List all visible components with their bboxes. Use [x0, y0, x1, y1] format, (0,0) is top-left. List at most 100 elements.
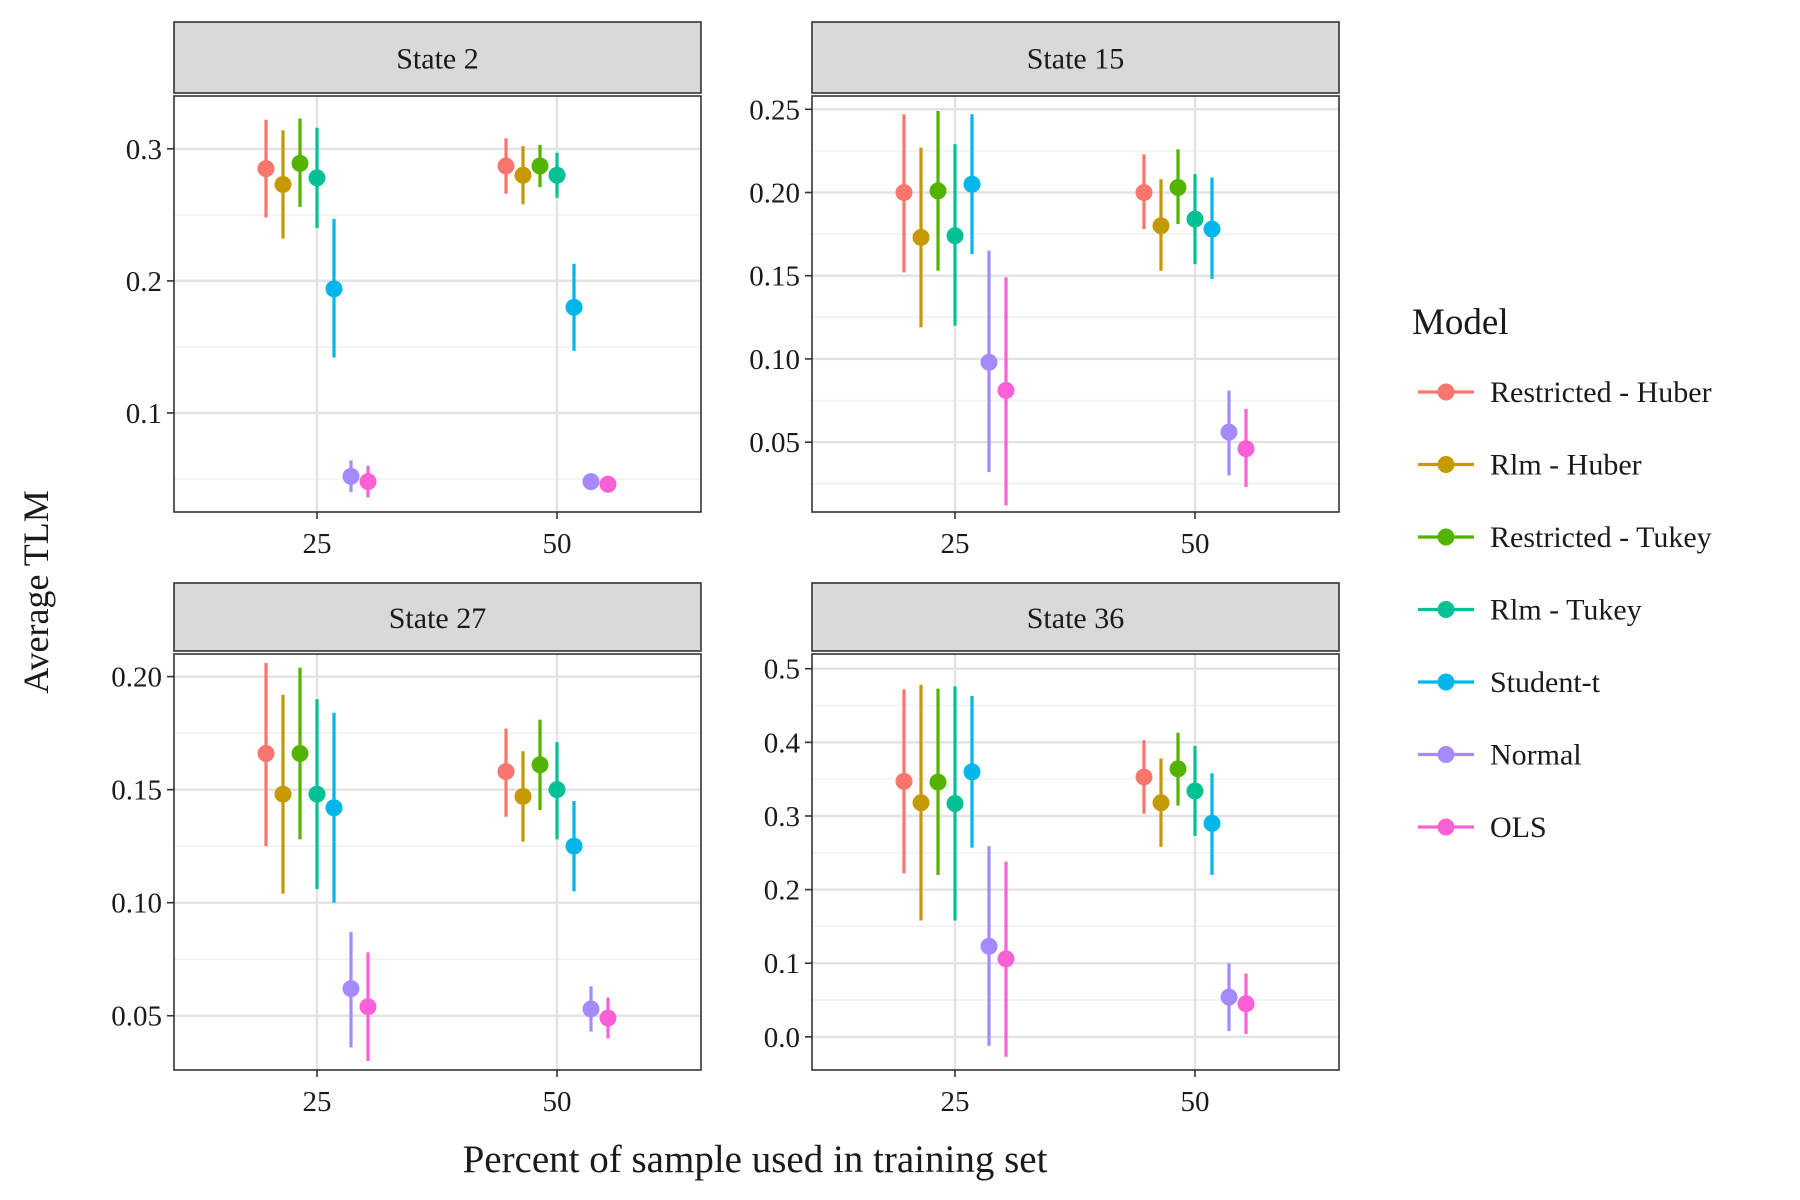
facet-strip-label: State 27	[389, 602, 487, 635]
data-point	[895, 772, 913, 790]
legend-key-point	[1437, 601, 1455, 618]
panel-border	[811, 653, 1340, 1071]
data-point	[342, 980, 360, 998]
data-point	[531, 157, 549, 175]
legend-key-point	[1437, 456, 1455, 473]
y-tick-label: 0.20	[749, 178, 800, 210]
x-tick-label: 25	[303, 1086, 332, 1118]
legend-label: Restricted - Tukey	[1490, 521, 1712, 554]
data-point	[946, 794, 964, 812]
facet-strip	[811, 582, 1340, 652]
x-tick-label: 50	[543, 528, 572, 560]
legend-key-point	[1437, 528, 1455, 546]
facet-strip-label: State 36	[1027, 602, 1125, 635]
x-tick-label: 50	[1181, 528, 1210, 560]
data-point	[325, 799, 343, 817]
x-tick-label: 50	[543, 1086, 572, 1118]
data-point	[1152, 794, 1170, 812]
legend-label: Restricted - Huber	[1490, 376, 1712, 409]
data-point	[895, 184, 913, 202]
panel-border	[173, 95, 702, 513]
legend-item: Restricted - Huber	[1418, 376, 1712, 409]
y-tick-label: 0.2	[126, 266, 162, 298]
legend-title: Model	[1412, 302, 1509, 343]
y-tick-label: 0.4	[764, 727, 801, 759]
data-point	[359, 998, 377, 1016]
legend-item: Student-t	[1418, 666, 1601, 699]
y-tick-label: 0.10	[749, 344, 800, 376]
data-point	[980, 937, 998, 955]
y-tick-label: 0.15	[749, 261, 800, 293]
x-tick-label: 25	[941, 1086, 970, 1118]
data-point	[912, 794, 930, 812]
data-point	[1186, 782, 1204, 800]
data-point	[514, 787, 532, 805]
y-tick-label: 0.15	[111, 775, 162, 807]
data-point	[929, 182, 947, 200]
data-point	[291, 744, 309, 762]
data-point	[565, 837, 583, 855]
data-point	[1237, 995, 1255, 1013]
data-point	[325, 280, 343, 298]
data-point	[308, 169, 326, 187]
data-point	[1135, 768, 1153, 786]
panel-border	[173, 653, 702, 1071]
panel-background	[812, 654, 1339, 1070]
data-point	[963, 763, 981, 781]
facet-strip-label: State 15	[1027, 43, 1125, 76]
legend-key-point	[1437, 746, 1455, 763]
facet-panel: State 27 0.05 0.10 0.15 0.20 25 50	[111, 582, 702, 1118]
data-point	[1203, 220, 1221, 238]
facet-panel: State 15 0.05 0.10 0.15 0.20 0.25 25 50	[749, 21, 1340, 560]
y-tick-label: 0.1	[126, 398, 162, 430]
y-tick-label: 0.3	[126, 134, 162, 166]
legend-key-point	[1437, 383, 1455, 401]
y-tick-label: 0.5	[764, 654, 800, 686]
data-point	[257, 744, 275, 762]
legend-label: Rlm - Huber	[1490, 449, 1642, 482]
data-point	[497, 763, 515, 781]
y-tick-label: 0.05	[111, 1001, 162, 1033]
data-point	[514, 166, 532, 184]
data-point	[1169, 179, 1187, 197]
data-point	[912, 228, 930, 246]
x-tick-label: 25	[303, 528, 332, 560]
facet-strip	[173, 582, 702, 652]
data-point	[997, 382, 1015, 400]
data-point	[599, 475, 617, 493]
legend-item: Normal	[1418, 739, 1582, 772]
data-point	[1152, 217, 1170, 235]
data-point	[291, 154, 309, 172]
x-axis-label: Percent of sample used in training set	[463, 1138, 1048, 1181]
data-point	[359, 473, 377, 491]
y-tick-label: 0.10	[111, 888, 162, 920]
facet-panel: State 2 0.1 0.2 0.3 25 50	[126, 21, 702, 560]
legend-label: Student-t	[1490, 666, 1601, 699]
data-point	[980, 353, 998, 371]
y-tick-label: 0.20	[111, 662, 162, 694]
data-point	[599, 1009, 617, 1027]
data-point	[274, 175, 292, 193]
facet-strip	[811, 21, 1340, 94]
data-point	[1203, 814, 1221, 832]
y-tick-label: 0.05	[749, 427, 800, 459]
panel-background	[174, 654, 701, 1070]
facet-strip-label: State 2	[396, 43, 479, 76]
legend-label: OLS	[1490, 811, 1547, 844]
data-point	[997, 950, 1015, 968]
data-point	[1237, 440, 1255, 458]
y-tick-label: 0.25	[749, 94, 800, 126]
data-point	[565, 298, 583, 316]
y-axis-label: Average TLM	[16, 490, 56, 694]
data-point	[1220, 988, 1238, 1006]
legend-item: Rlm - Huber	[1418, 449, 1642, 482]
data-point	[342, 467, 360, 485]
legend-key-point	[1437, 673, 1455, 691]
data-point	[946, 227, 964, 245]
panel-background	[812, 96, 1339, 512]
data-point	[257, 160, 275, 178]
legend-items: Restricted - Huber Rlm - Huber Restricted …	[1418, 376, 1712, 844]
data-point	[308, 785, 326, 803]
y-tick-label: 0.0	[764, 1022, 800, 1054]
